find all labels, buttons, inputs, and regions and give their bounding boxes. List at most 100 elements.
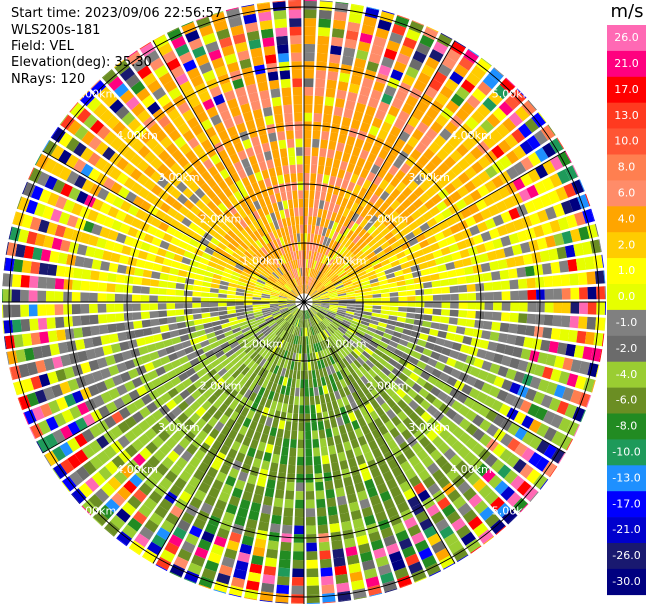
gate-cell — [480, 208, 492, 220]
gate-cell — [526, 468, 541, 484]
gate-cell — [542, 142, 556, 158]
gate-cell — [335, 284, 344, 290]
gate-cell — [497, 259, 508, 270]
gate-cell — [312, 304, 321, 308]
gate-cell — [465, 375, 477, 387]
gate-cell — [337, 307, 347, 311]
gate-cell — [574, 211, 586, 226]
colorbar-cells: 26.021.017.013.010.08.06.04.02.01.00.0-1… — [607, 25, 646, 596]
gate-cell — [488, 91, 503, 106]
gate-cell — [349, 192, 358, 202]
gate-cell — [318, 311, 326, 317]
gate-cell — [406, 342, 417, 350]
gate-cell — [490, 496, 505, 512]
gate-cell — [402, 36, 417, 50]
gate-cell — [384, 183, 395, 195]
gate-cell — [369, 204, 379, 215]
gate-cell — [383, 172, 394, 183]
gate-cell — [377, 322, 388, 328]
gate-cell — [501, 291, 511, 301]
gate-cell — [397, 399, 408, 410]
gate-cell — [318, 27, 331, 37]
gate-cell — [501, 355, 512, 367]
gate-cell — [447, 324, 457, 333]
gate-cell — [311, 305, 321, 309]
gate-cell — [512, 346, 523, 358]
gate-cell — [390, 382, 400, 393]
gate-cell — [376, 345, 386, 353]
gate-cell — [402, 394, 413, 405]
gate-cell — [331, 261, 339, 270]
gate-cell — [538, 111, 547, 123]
gate-cell — [420, 370, 431, 381]
gate-cell — [417, 72, 431, 85]
gate-cell — [434, 256, 445, 266]
gate-cell — [457, 185, 469, 198]
gate-cell — [601, 254, 604, 268]
gate-cell — [550, 448, 565, 464]
gate-cell — [512, 396, 525, 410]
gate-cell — [518, 188, 531, 202]
gate-cell — [563, 183, 577, 198]
gate-cell — [336, 288, 346, 293]
gate-cell — [325, 237, 332, 247]
gate-cell — [486, 250, 498, 261]
gate-cell — [519, 400, 532, 414]
gate-cell — [364, 211, 374, 222]
gate-cell — [363, 160, 373, 172]
gate-cell — [475, 302, 485, 310]
gate-cell — [468, 346, 479, 357]
gate-cell — [310, 164, 318, 174]
gate-cell — [344, 315, 354, 320]
gate-cell — [432, 398, 444, 409]
gate-cell — [480, 231, 492, 242]
gate-cell — [369, 278, 379, 284]
gate-cell — [433, 410, 445, 422]
gate-cell — [357, 342, 367, 351]
gate-cell — [423, 26, 439, 41]
gate-cell — [336, 89, 347, 100]
gate-cell — [380, 241, 391, 250]
gate-cell — [375, 27, 390, 40]
gate-cell — [320, 306, 329, 310]
gate-cell — [409, 58, 423, 71]
gate-cell — [319, 235, 325, 245]
gate-cell — [402, 143, 414, 155]
gate-cell — [604, 286, 606, 300]
gate-cell — [314, 225, 320, 235]
gate-cell — [557, 151, 571, 167]
gate-cell — [488, 386, 501, 398]
gate-cell — [518, 123, 533, 139]
gate-cell — [434, 231, 445, 242]
gate-cell — [374, 208, 384, 219]
gate-cell — [309, 288, 316, 296]
gate-cell — [335, 233, 343, 243]
gate-cell — [407, 192, 419, 204]
gate-cell — [557, 169, 571, 185]
gate-cell — [403, 273, 414, 280]
gate-cell — [400, 383, 411, 394]
gate-cell — [320, 305, 330, 309]
gate-cell — [414, 405, 426, 417]
gate-cell — [346, 199, 354, 210]
gate-cell — [529, 435, 543, 450]
gate-cell — [312, 302, 322, 304]
gate-cell — [402, 405, 414, 417]
gate-cell — [476, 103, 491, 118]
gate-cell — [516, 267, 527, 278]
gate-cell — [397, 311, 407, 318]
gate-cell — [445, 235, 457, 246]
gate-cell — [332, 231, 339, 241]
gate-cell — [389, 292, 399, 297]
gate-cell — [312, 216, 317, 226]
gate-cell — [402, 367, 413, 377]
gate-cell — [472, 234, 484, 245]
gate-cell — [473, 379, 485, 391]
gate-cell — [395, 321, 405, 328]
gate-cell — [417, 204, 429, 215]
gate-cell — [330, 274, 339, 282]
gate-cell — [420, 327, 431, 335]
gate-cell — [311, 295, 320, 299]
gate-cell — [311, 259, 315, 269]
gate-cell — [479, 506, 494, 521]
